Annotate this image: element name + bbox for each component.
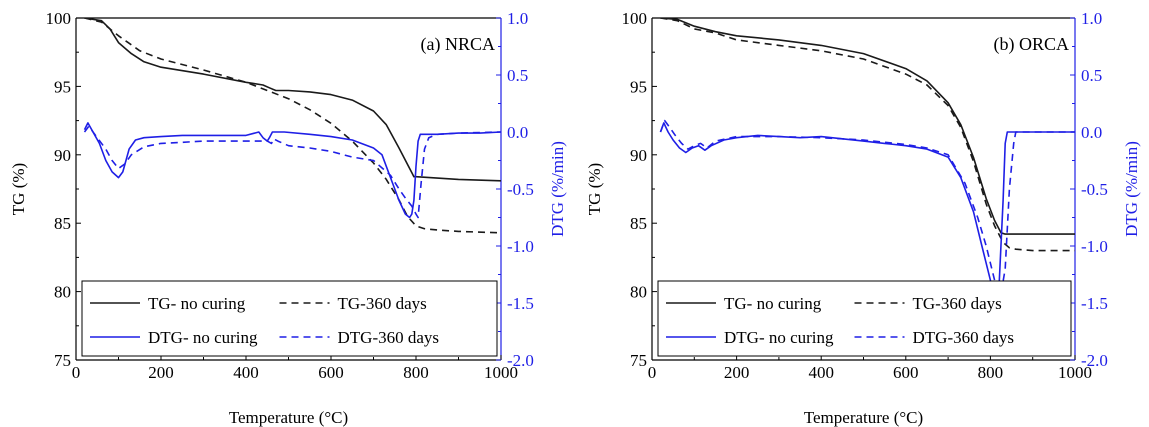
right-y-tick-label: 1.0	[1081, 9, 1102, 28]
x-axis-title: Temperature (°C)	[804, 408, 923, 427]
x-tick-label: 600	[318, 363, 344, 382]
left-y-axis-title: TG (%)	[9, 163, 28, 215]
legend-label: DTG-360 days	[338, 328, 440, 347]
right-y-tick-label: -1.0	[1081, 237, 1108, 256]
series-line-tg-360-days	[84, 18, 501, 234]
left-y-tick-label: 95	[54, 77, 71, 96]
series-line-dtg-360-days	[659, 119, 1075, 295]
x-tick-label: 200	[148, 363, 174, 382]
series-line-tg-360-days	[660, 18, 1075, 252]
left-y-tick-label: 75	[630, 351, 647, 370]
right-y-tick-label: 0.5	[1081, 66, 1102, 85]
right-y-tick-label: 0.0	[1081, 123, 1102, 142]
right-y-tick-label: -2.0	[507, 351, 534, 370]
right-y-tick-label: -1.5	[1081, 294, 1108, 313]
left-y-tick-label: 85	[54, 214, 71, 233]
x-tick-label: 400	[808, 363, 834, 382]
right-y-tick-label: -2.0	[1081, 351, 1108, 370]
x-tick-label: 0	[72, 363, 81, 382]
right-y-tick-label: -0.5	[1081, 180, 1108, 199]
right-y-tick-label: -1.0	[507, 237, 534, 256]
legend-box	[657, 280, 1072, 357]
series-line-tg-no-curing	[660, 18, 1075, 235]
legend-box	[81, 280, 498, 357]
right-y-tick-label: 0.5	[507, 66, 528, 85]
legend-label: TG-360 days	[913, 294, 1002, 313]
left-y-tick-label: 80	[54, 283, 71, 302]
left-y-tick-label: 95	[630, 77, 647, 96]
x-tick-label: 400	[233, 363, 259, 382]
chart-panel-b: 0 200 400 600 800 1000 75 80 85 90 95 100 -2.0 -1.5 -1…	[585, 9, 1141, 427]
left-y-tick-label: 85	[630, 214, 647, 233]
series-line-tg-no-curing	[84, 18, 501, 182]
left-y-tick-label: 75	[54, 351, 71, 370]
right-y-tick-label: -0.5	[507, 180, 534, 199]
series-line-dtg-no-curing	[659, 122, 1075, 299]
right-y-axis-title: DTG (%/min)	[1122, 141, 1141, 237]
right-y-tick-label: 0.0	[507, 123, 528, 142]
legend-label: DTG- no curing	[724, 328, 834, 347]
left-y-tick-label: 90	[54, 146, 71, 165]
x-tick-label: 800	[403, 363, 429, 382]
x-tick-label: 600	[893, 363, 919, 382]
right-y-axis-title: DTG (%/min)	[548, 141, 567, 237]
panel-label: (b) ORCA	[994, 34, 1070, 55]
legend-label: DTG- no curing	[148, 328, 258, 347]
left-y-tick-label: 100	[622, 9, 648, 28]
x-tick-label: 1000	[484, 363, 518, 382]
legend-label: TG- no curing	[724, 294, 822, 313]
x-tick-label: 200	[724, 363, 750, 382]
x-axis-title: Temperature (°C)	[229, 408, 348, 427]
series-line-dtg-360-days	[83, 125, 501, 219]
legend-label: TG- no curing	[148, 294, 246, 313]
x-tick-label: 800	[978, 363, 1004, 382]
left-y-tick-label: 80	[630, 283, 647, 302]
left-y-tick-label: 100	[46, 9, 72, 28]
left-y-tick-label: 90	[630, 146, 647, 165]
panel-label: (a) NRCA	[421, 34, 496, 55]
left-y-axis-title: TG (%)	[585, 163, 604, 215]
right-y-tick-label: -1.5	[507, 294, 534, 313]
x-tick-label: 0	[648, 363, 657, 382]
legend-label: TG-360 days	[338, 294, 427, 313]
legend-label: DTG-360 days	[913, 328, 1015, 347]
right-y-tick-label: 1.0	[507, 9, 528, 28]
series-line-dtg-no-curing	[83, 122, 501, 219]
chart-panel-a: 0 200 400 600 800 1000 75 80 85 90 95 100 -2.0 -1.5 -1…	[9, 9, 567, 427]
x-tick-label: 1000	[1058, 363, 1092, 382]
